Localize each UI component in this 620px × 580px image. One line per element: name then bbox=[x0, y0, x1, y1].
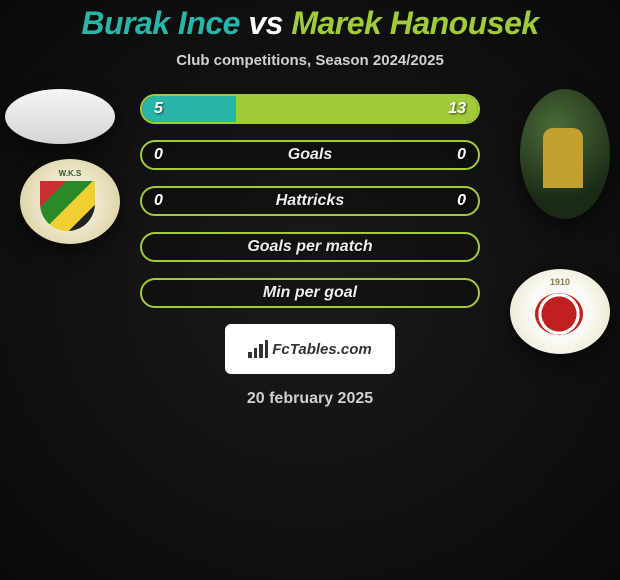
stat-row-goals-per-match: Goals per match bbox=[140, 232, 480, 262]
stat-fill-right bbox=[236, 96, 478, 122]
player2-avatar bbox=[520, 89, 610, 219]
stats-area: 5 Matches 13 0 Goals 0 0 Hattricks 0 bbox=[0, 94, 620, 408]
player1-name: Burak Ince bbox=[81, 5, 240, 41]
stat-value-right: 0 bbox=[457, 146, 466, 164]
stat-row-goals: 0 Goals 0 bbox=[140, 140, 480, 170]
stat-value-right: 13 bbox=[448, 100, 466, 118]
card-title: Burak Ince vs Marek Hanousek bbox=[0, 5, 620, 42]
stat-row-matches: 5 Matches 13 bbox=[140, 94, 480, 124]
player1-avatar bbox=[5, 89, 115, 144]
stat-value-right: 0 bbox=[457, 192, 466, 210]
brand-text: FcTables.com bbox=[272, 341, 371, 358]
card-subtitle: Club competitions, Season 2024/2025 bbox=[0, 52, 620, 69]
stat-value-left: 5 bbox=[154, 100, 163, 118]
player1-club-badge bbox=[20, 159, 120, 244]
brand-badge[interactable]: FcTables.com bbox=[225, 324, 395, 374]
comparison-card: Burak Ince vs Marek Hanousek Club compet… bbox=[0, 0, 620, 580]
stat-value-left: 0 bbox=[154, 146, 163, 164]
stat-rows: 5 Matches 13 0 Goals 0 0 Hattricks 0 bbox=[140, 94, 480, 308]
card-date: 20 february 2025 bbox=[0, 390, 620, 408]
stat-row-min-per-goal: Min per goal bbox=[140, 278, 480, 308]
player2-name: Marek Hanousek bbox=[291, 5, 538, 41]
stat-label: Min per goal bbox=[142, 284, 478, 302]
stat-label: Hattricks bbox=[142, 192, 478, 210]
vs-separator: vs bbox=[248, 5, 283, 41]
player2-club-badge bbox=[510, 269, 610, 354]
stat-label: Goals per match bbox=[142, 238, 478, 256]
bar-chart-icon bbox=[248, 340, 268, 358]
stat-label: Goals bbox=[142, 146, 478, 164]
stat-row-hattricks: 0 Hattricks 0 bbox=[140, 186, 480, 216]
stat-value-left: 0 bbox=[154, 192, 163, 210]
